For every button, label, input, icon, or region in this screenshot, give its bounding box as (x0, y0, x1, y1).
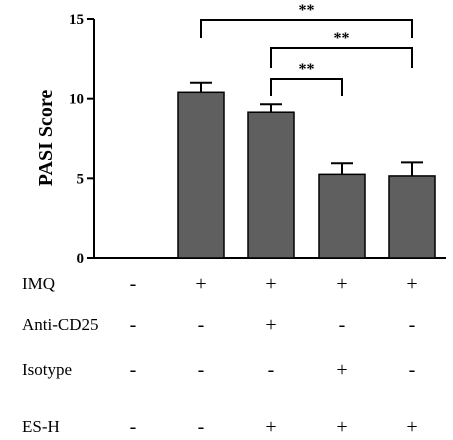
treatment-label: ES-H (22, 417, 60, 436)
plus-sign: + (265, 314, 276, 336)
minus-sign: - (198, 314, 205, 336)
significance-label: ** (299, 61, 315, 78)
significance-bracket (270, 78, 343, 96)
plus-sign: + (336, 416, 347, 438)
y-tick-label: 10 (69, 92, 84, 108)
plus-sign: + (406, 273, 417, 295)
minus-sign: - (339, 314, 346, 336)
bar (177, 91, 225, 259)
significance-bracket (270, 47, 413, 68)
plus-sign: + (336, 359, 347, 381)
plus-sign: + (265, 273, 276, 295)
y-tick-label: 5 (77, 171, 85, 187)
y-axis: 0 5 10 15 (69, 12, 446, 267)
y-tick-label: 0 (77, 251, 85, 267)
plus-sign: + (265, 416, 276, 438)
plus-sign: + (336, 273, 347, 295)
bar (247, 111, 295, 259)
bar (318, 173, 366, 259)
minus-sign: - (130, 314, 137, 336)
bars (177, 81, 436, 259)
bar (388, 175, 436, 259)
y-tick-label: 15 (69, 12, 84, 28)
minus-sign: - (130, 273, 137, 295)
minus-sign: - (268, 359, 275, 381)
minus-sign: - (130, 359, 137, 381)
significance-bracket (200, 19, 413, 38)
significance-brackets: ** ** ** (200, 2, 413, 96)
treatment-table: IMQ - + + + + Anti-CD25 - - + - - Isotype - - - + - ES-H - -… (22, 273, 418, 438)
minus-sign: - (409, 314, 416, 336)
minus-sign: - (198, 359, 205, 381)
minus-sign: - (198, 416, 205, 438)
plus-sign: + (406, 416, 417, 438)
y-axis-label: PASI Score (35, 90, 57, 187)
treatment-label: Anti-CD25 (22, 315, 99, 334)
minus-sign: - (409, 359, 416, 381)
plus-sign: + (195, 273, 206, 295)
minus-sign: - (130, 416, 137, 438)
treatment-label: IMQ (22, 274, 55, 293)
significance-label: ** (299, 2, 315, 19)
significance-label: ** (334, 30, 350, 47)
treatment-label: Isotype (22, 360, 72, 379)
